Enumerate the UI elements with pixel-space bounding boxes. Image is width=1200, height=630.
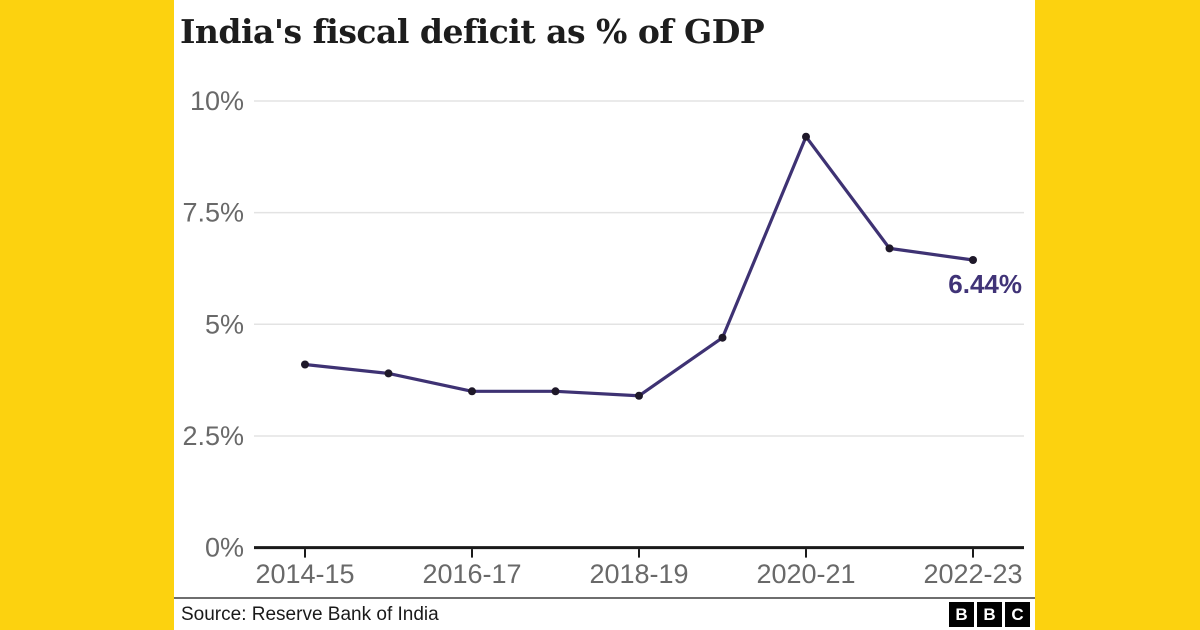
data-point: [301, 360, 309, 369]
data-point: [551, 387, 560, 396]
bbc-logo-letter-c: C: [1005, 602, 1030, 627]
x-tick-label: 2014-15: [255, 559, 354, 589]
data-point: [802, 132, 810, 141]
chart-footer: Source: Reserve Bank of India B B C: [174, 597, 1035, 630]
y-tick-label: 2.5%: [182, 421, 244, 451]
y-tick-label: 5%: [205, 309, 244, 339]
source-text: Source: Reserve Bank of India: [181, 603, 439, 625]
last-value-annotation: 6.44%: [948, 269, 1022, 299]
bbc-logo-letter-b1: B: [949, 602, 974, 627]
x-tick-label: 2020-21: [756, 559, 855, 589]
data-point: [718, 333, 727, 342]
chart-title: India's fiscal deficit as % of GDP: [180, 12, 765, 51]
y-tick-label: 10%: [190, 86, 244, 116]
bbc-logo-letter-b2: B: [977, 602, 1002, 627]
data-point: [885, 244, 894, 253]
y-tick-label: 0%: [205, 533, 244, 563]
bbc-logo: B B C: [949, 602, 1030, 627]
y-tick-label: 7.5%: [182, 198, 244, 228]
deficit-line: [304, 135, 974, 398]
fiscal-deficit-line-chart: 0% 2.5% 5% 7.5% 10% 2014-15 2016-17 2018-19 2020…: [182, 86, 1024, 589]
data-point: [468, 387, 476, 396]
x-tick-label: 2022-23: [923, 559, 1022, 589]
data-point: [635, 391, 643, 400]
chart-card: 0% 2.5% 5% 7.5% 10% 2014-15 2016-17 2018-19 2020…: [174, 0, 1035, 630]
data-point: [384, 369, 393, 378]
x-tick-label: 2018-19: [589, 559, 688, 589]
x-tick-label: 2016-17: [422, 559, 521, 589]
data-point: [969, 255, 977, 264]
